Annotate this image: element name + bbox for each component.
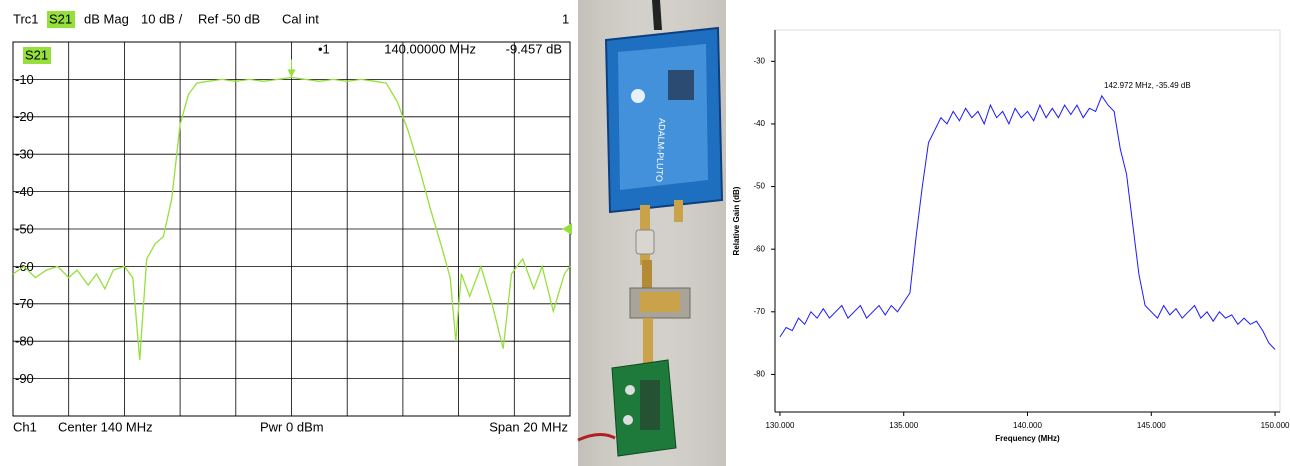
component — [625, 385, 635, 395]
y-tick-label: -50 — [753, 182, 765, 191]
y-tick-label: -70 — [753, 307, 765, 316]
x-tick-label: 135.000 — [889, 421, 918, 430]
marker-frequency: 140.00000 MHz — [384, 41, 476, 56]
attenuator — [636, 230, 654, 254]
splitter-body — [640, 292, 680, 312]
y-axis-label: Relative Gain (dB) — [732, 186, 741, 255]
y-tick-label: -30 — [753, 56, 765, 65]
component — [623, 415, 633, 425]
header-text: dB Mag — [84, 11, 129, 26]
pluto-logo — [631, 89, 645, 103]
marker-label: •1 — [318, 41, 330, 56]
y-tick-label: -90 — [15, 371, 34, 386]
y-tick-label: -40 — [15, 184, 34, 199]
marker-value: -9.457 dB — [506, 41, 562, 56]
trace-label: S21 — [25, 47, 48, 62]
x-tick-label: 145.000 — [1137, 421, 1166, 430]
y-tick-label: -30 — [15, 147, 34, 162]
adapter — [642, 260, 652, 288]
page: -10 -20 -30 -40 -50 -60 -70 -80 -90 Trc1 S21 dB Mag… — [0, 0, 1290, 466]
gain-panel: -30 -40 -50 -60 -70 -80 130.000 135.000 140.000 1… — [732, 30, 1290, 443]
pluto-figure — [668, 70, 694, 100]
y-tick-label: -70 — [15, 296, 34, 311]
y-tick-label: -60 — [753, 244, 765, 253]
header-text: S21 — [49, 11, 72, 26]
x-tick-label: 140.000 — [1013, 421, 1042, 430]
header-text: 10 dB / — [141, 11, 183, 26]
header-text: Trc1 — [13, 11, 39, 26]
x-tick-label: 150.000 — [1261, 421, 1290, 430]
screen: -10 -20 -30 -40 -50 -60 -70 -80 -90 Trc1 S21 dB Mag… — [0, 0, 1290, 466]
y-tick-label: -40 — [753, 119, 765, 128]
y-tick-label: -50 — [15, 221, 34, 236]
y-tick-label: -10 — [15, 72, 34, 87]
x-tick-label: 130.000 — [765, 421, 794, 430]
x-axis-label: Frequency (MHz) — [995, 434, 1060, 443]
y-tick-label: -20 — [15, 109, 34, 124]
y-tick-label: -80 — [15, 334, 34, 349]
header-text: 1 — [562, 11, 569, 26]
y-tick-label: -80 — [753, 370, 765, 379]
plot-frame — [775, 30, 1280, 412]
footer-text: Ch1 — [13, 419, 37, 434]
footer-text: Center 140 MHz — [58, 419, 153, 434]
footer-text: Pwr 0 dBm — [260, 419, 324, 434]
sma-connector — [674, 200, 683, 222]
photo-panel: ADALM-PLUTO — [578, 0, 726, 466]
header-text: Cal int — [282, 11, 319, 26]
adapter — [643, 318, 653, 363]
annotation: 142.972 MHz, -35.49 dB — [1104, 81, 1191, 90]
components — [640, 380, 660, 430]
header-text: Ref -50 dB — [198, 11, 260, 26]
footer-text: Span 20 MHz — [489, 419, 568, 434]
